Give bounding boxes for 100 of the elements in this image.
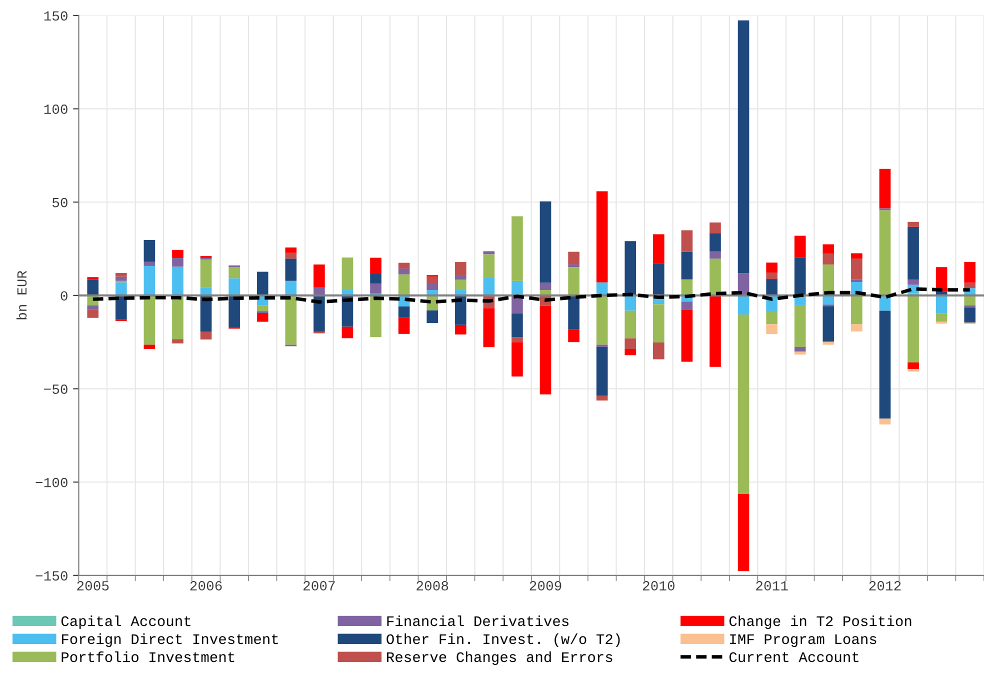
bar	[370, 258, 382, 274]
bar	[115, 282, 127, 296]
bar	[568, 295, 580, 330]
bar	[766, 262, 778, 272]
bar	[256, 312, 268, 322]
x-tick-label: 2011	[756, 581, 788, 590]
bar	[398, 262, 410, 269]
y-axis-title: bn EUR	[16, 270, 27, 320]
bar	[172, 266, 184, 296]
bar	[228, 295, 240, 328]
bar	[681, 252, 693, 280]
bar	[879, 210, 891, 296]
bar	[822, 342, 834, 345]
bar	[879, 418, 891, 424]
bar	[936, 295, 948, 314]
bar	[426, 310, 438, 324]
legend-label: Current Account	[729, 652, 858, 662]
bar	[766, 272, 778, 280]
bar	[87, 305, 99, 310]
bar	[766, 312, 778, 324]
bar	[256, 272, 268, 296]
bar	[908, 226, 919, 280]
y-tick-label: 0	[60, 291, 68, 301]
bar	[172, 339, 184, 344]
bar	[766, 324, 778, 334]
bar	[342, 326, 354, 338]
bar	[908, 280, 919, 285]
bar	[228, 267, 240, 278]
legend-label: IMF Program Loans	[730, 634, 876, 648]
bar	[738, 20, 750, 274]
bar	[285, 280, 297, 296]
bar	[398, 306, 410, 318]
bar	[285, 295, 297, 345]
bar	[512, 216, 523, 281]
line-series	[91, 287, 972, 304]
bar	[851, 258, 862, 280]
legend-label: Foreign Direct Investment	[62, 633, 278, 648]
y-tick-label: 150	[44, 11, 68, 21]
bar	[908, 362, 919, 369]
bar	[879, 168, 891, 208]
bar	[681, 279, 693, 296]
bar	[766, 279, 778, 296]
y-tick-label: 50	[52, 198, 68, 208]
bar	[710, 295, 721, 367]
bar	[568, 264, 580, 268]
bar	[144, 295, 156, 345]
bar	[596, 191, 608, 282]
legend-label: Other Fin. Invest. (w/o T2)	[386, 633, 620, 648]
bar	[964, 305, 976, 308]
bar	[200, 259, 212, 288]
y-tick-label: −100	[36, 478, 68, 488]
bar	[936, 267, 948, 292]
bar	[794, 352, 806, 355]
bar	[172, 250, 184, 258]
bar	[681, 310, 693, 362]
bar	[568, 329, 580, 342]
bar	[710, 222, 721, 234]
x-tick-label: 2010	[642, 581, 674, 590]
y-tick-label: −50	[44, 384, 68, 394]
legend-label: Reserve Changes and Errors	[387, 651, 612, 665]
bar	[624, 349, 636, 356]
bar	[256, 305, 268, 312]
bar	[342, 258, 354, 290]
bar	[710, 251, 721, 259]
y-tick-label: 100	[44, 104, 68, 114]
bar	[879, 310, 891, 419]
bar	[822, 306, 834, 342]
bar	[964, 295, 976, 306]
x-tick-label: 2009	[530, 581, 562, 590]
bar	[624, 295, 636, 311]
bar	[314, 295, 325, 332]
bar	[370, 295, 382, 338]
bar	[115, 273, 127, 277]
bar	[738, 494, 750, 572]
bar	[794, 304, 806, 347]
bar	[87, 280, 99, 296]
bar	[624, 241, 636, 296]
bar	[285, 258, 297, 281]
bar	[370, 284, 382, 294]
bar	[144, 240, 156, 262]
bar	[426, 276, 438, 284]
bar	[596, 295, 608, 345]
bar	[398, 274, 410, 296]
bar	[454, 280, 466, 290]
bar	[851, 295, 862, 324]
bar	[483, 251, 495, 254]
bar	[936, 314, 948, 322]
bar	[851, 253, 862, 259]
bar	[851, 324, 862, 332]
bar	[624, 310, 636, 338]
bar	[454, 324, 466, 334]
bar	[454, 275, 466, 280]
bar	[144, 266, 156, 296]
bar	[738, 295, 750, 314]
bar	[822, 254, 834, 264]
bar	[794, 236, 806, 258]
x-tick-label: 2006	[190, 581, 222, 590]
bar	[285, 252, 297, 259]
bar	[285, 247, 297, 253]
bar	[398, 317, 410, 334]
